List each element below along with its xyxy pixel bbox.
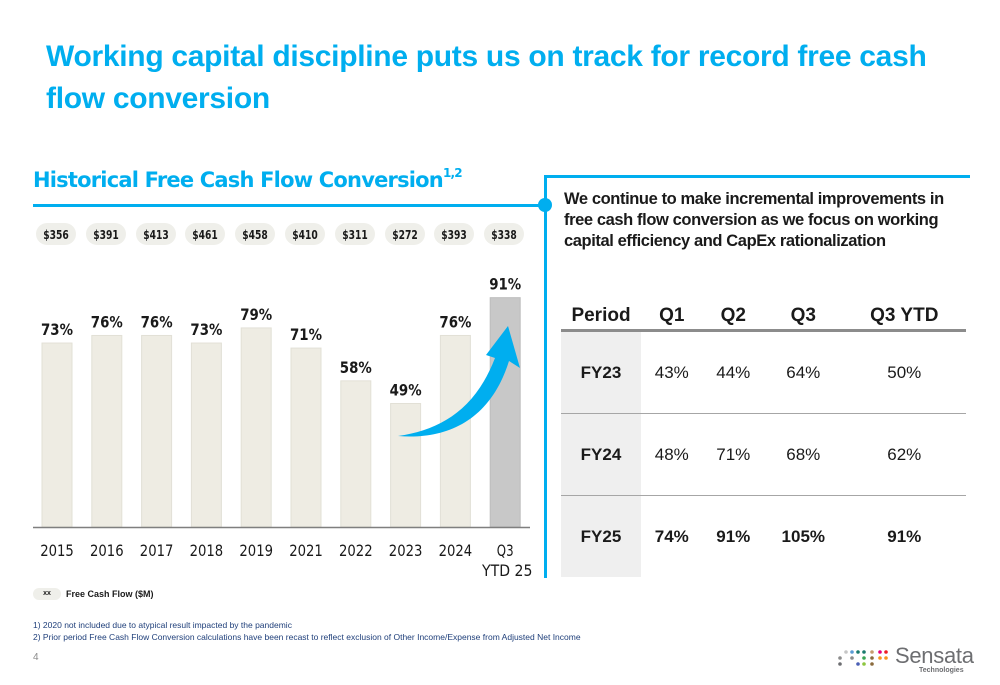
data-label: 76% xyxy=(439,312,471,331)
sensata-logo: Sensata Technologies xyxy=(835,642,995,678)
cell-q2: 44% xyxy=(702,330,764,414)
data-label: 76% xyxy=(141,312,173,331)
x-tick-label: 2019 xyxy=(239,541,273,560)
right-panel-top-border xyxy=(544,175,970,178)
footnote-1: 1) 2020 not included due to atypical res… xyxy=(33,620,292,630)
page-number: 4 xyxy=(33,652,39,663)
logo-sub: Technologies xyxy=(919,667,964,674)
fcf-pill: $356 xyxy=(36,223,76,245)
data-label: 73% xyxy=(190,320,222,339)
data-label: 49% xyxy=(390,381,422,400)
fcf-pill: $272 xyxy=(384,223,425,245)
table-row: FY25 74% 91% 105% 91% xyxy=(561,495,966,577)
x-tick-label: 2018 xyxy=(190,541,224,560)
data-label: 58% xyxy=(340,358,372,377)
bar xyxy=(41,342,73,528)
fcf-pill: $410 xyxy=(285,223,325,245)
fcf-pill-value: $391 xyxy=(93,228,119,242)
fcf-pill-value: $356 xyxy=(43,228,69,242)
x-tick-label: 2024 xyxy=(439,541,473,560)
fcf-pill-value: $410 xyxy=(292,228,318,242)
header-q3: Q3 xyxy=(764,303,843,332)
trend-arrow-icon xyxy=(398,326,520,437)
fcf-pill-value: $272 xyxy=(391,228,418,242)
row-period: FY25 xyxy=(561,495,641,577)
slide-title: Working capital discipline puts us on tr… xyxy=(46,40,927,115)
fcf-pill-value: $338 xyxy=(491,228,517,242)
chart-heading-text: Historical Free Cash Flow Conversion xyxy=(33,168,444,192)
legend-text: Free Cash Flow ($M) xyxy=(66,589,154,599)
bar xyxy=(190,342,222,528)
header-q1: Q1 xyxy=(641,303,703,332)
fcf-pill: $393 xyxy=(434,223,475,245)
x-tick-label: Q3 xyxy=(497,541,514,560)
bar xyxy=(141,334,173,528)
heading-underline xyxy=(33,204,544,207)
cell-q2: 91% xyxy=(716,526,751,546)
cell-q3-ytd: 62% xyxy=(842,413,966,496)
fcf-pill-value: $393 xyxy=(441,228,468,242)
x-tick-label: 2017 xyxy=(140,541,174,560)
fcf-pill-value: $413 xyxy=(142,228,169,242)
x-tick-label: 2021 xyxy=(289,541,323,560)
fcf-pill: $338 xyxy=(484,223,525,245)
cell-q1: 43% xyxy=(641,330,703,414)
chart-heading-superscript: 1,2 xyxy=(442,166,463,180)
cell-q3-ytd: 50% xyxy=(842,330,966,414)
data-label: 73% xyxy=(41,320,73,339)
fcf-pill-value: $458 xyxy=(242,228,268,242)
x-tick-label: 2022 xyxy=(339,541,373,560)
row-period: FY24 xyxy=(561,413,641,496)
x-tick-label: 2023 xyxy=(389,541,423,560)
table-header-row: Period Q1 Q2 Q3 Q3 YTD xyxy=(561,303,966,332)
fcf-pill: $461 xyxy=(185,223,226,245)
cell-q1: 74% xyxy=(654,526,689,546)
connector-dot-icon xyxy=(538,198,552,212)
cell-q1: 48% xyxy=(641,413,703,496)
fcf-conversion-chart: 73% 2015 76% 2016 76% 2017 73% 2018 79% 2019 71% 20… xyxy=(33,275,532,580)
cell-q3: 105% xyxy=(781,526,826,546)
quarterly-conversion-table: Period Q1 Q2 Q3 Q3 YTD FY23 43% 44% 64% … xyxy=(561,303,966,577)
bar xyxy=(91,334,123,528)
bar xyxy=(390,403,422,528)
logo-dots-icon xyxy=(838,650,888,666)
fcf-pill: $413 xyxy=(135,223,176,245)
legend-pill: xx xyxy=(33,588,61,600)
x-tick-label: YTD 25 xyxy=(481,561,532,580)
cell-q3: 68% xyxy=(764,413,843,496)
x-tick-label: 2015 xyxy=(40,541,74,560)
cell-q2: 71% xyxy=(702,413,764,496)
row-period: FY23 xyxy=(561,330,641,414)
x-tick-label: 2016 xyxy=(90,541,124,560)
bar xyxy=(340,380,372,528)
fcf-pill: $391 xyxy=(85,223,126,245)
data-label: 79% xyxy=(240,305,272,324)
table-row: FY23 43% 44% 64% 50% xyxy=(561,330,966,414)
fcf-pill-value: $311 xyxy=(342,228,368,242)
header-period: Period xyxy=(561,303,641,332)
data-label: 91% xyxy=(489,275,521,294)
table-row: FY24 48% 71% 68% 62% xyxy=(561,413,966,496)
bar xyxy=(240,327,272,528)
fcf-pill: $311 xyxy=(334,223,375,245)
right-panel-left-border xyxy=(544,175,547,578)
header-q3-ytd: Q3 YTD xyxy=(842,303,966,332)
footnote-2: 2) Prior period Free Cash Flow Conversio… xyxy=(33,632,581,642)
right-panel-text: We continue to make incremental improvem… xyxy=(564,190,944,250)
bar xyxy=(290,347,322,528)
header-q2: Q2 xyxy=(702,303,764,332)
data-label: 76% xyxy=(91,312,123,331)
data-label: 71% xyxy=(290,325,322,344)
cell-q3-ytd: 91% xyxy=(887,526,922,546)
fcf-pill: $458 xyxy=(235,223,276,245)
fcf-pill-value: $461 xyxy=(192,228,219,242)
chart-heading: Historical Free Cash Flow Conversion1,2 xyxy=(33,166,463,192)
cell-q3: 64% xyxy=(764,330,843,414)
logo-name: Sensata xyxy=(895,643,974,668)
